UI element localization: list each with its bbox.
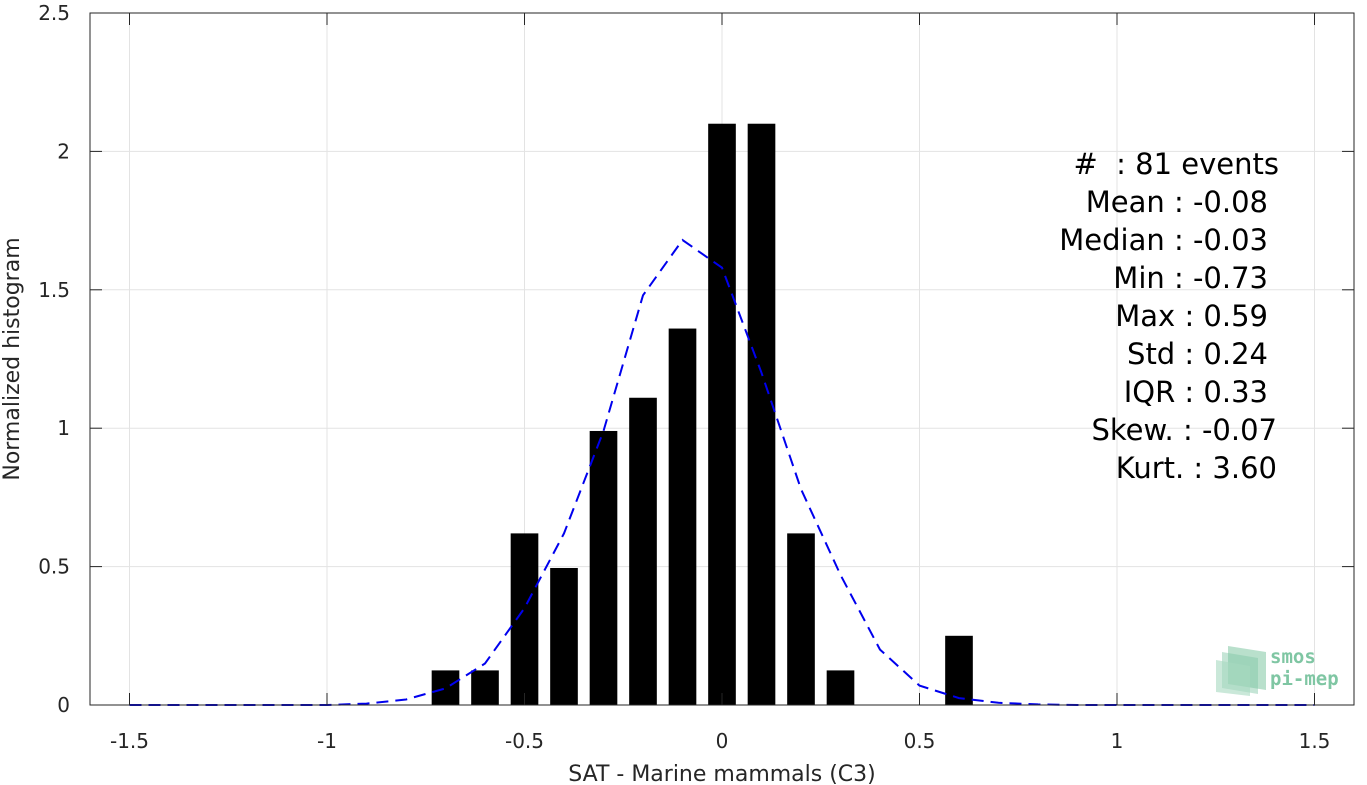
- histogram-bar: [629, 397, 657, 705]
- stat-mean: Mean : -0.08: [1085, 185, 1268, 219]
- y-tick-label: 2.5: [38, 1, 70, 25]
- y-tick-label: 1: [57, 416, 70, 440]
- histogram-bar: [589, 430, 618, 705]
- histogram-bar: [668, 328, 697, 705]
- histogram-bar: [826, 670, 855, 705]
- histogram-bar: [945, 635, 973, 705]
- x-tick-label: 1: [1111, 729, 1124, 753]
- stat-std: Std : 0.24: [1127, 337, 1268, 371]
- logo-icon: [1216, 646, 1266, 696]
- x-tick-label: -1.5: [110, 729, 149, 753]
- logo-text-smos: smos: [1270, 646, 1316, 668]
- stat-iqr: IQR : 0.33: [1123, 375, 1268, 409]
- stat-kurt: Kurt. : 3.60: [1115, 451, 1277, 485]
- y-tick-label: 2: [57, 139, 70, 163]
- histogram-bar: [708, 123, 736, 706]
- x-axis-label: SAT - Marine mammals (C3): [568, 762, 876, 785]
- histogram-bars: [431, 123, 973, 706]
- stat-max: Max : 0.59: [1115, 299, 1268, 333]
- histogram-bar: [747, 123, 776, 706]
- y-tick-label: 0: [57, 693, 70, 717]
- stat-min: Min : -0.73: [1113, 261, 1268, 295]
- histogram-bar: [510, 533, 539, 705]
- stat-events: # : 81 events: [1073, 147, 1279, 181]
- x-tick-label: 0: [716, 729, 729, 753]
- histogram-bar: [471, 670, 499, 705]
- x-tick-label: -1: [317, 729, 337, 753]
- histogram-bar: [787, 533, 815, 705]
- stat-skew: Skew. : -0.07: [1091, 413, 1277, 447]
- y-tick-labels: 0 0.5 1 1.5 2 2.5: [38, 1, 70, 717]
- x-tick-label: 0.5: [904, 729, 936, 753]
- y-tick-label: 1.5: [38, 278, 70, 302]
- y-tick-label: 0.5: [38, 555, 70, 579]
- x-tick-label: 1.5: [1299, 729, 1331, 753]
- logo-text-pi-mep: pi-mep: [1270, 668, 1339, 690]
- x-tick-label: -0.5: [505, 729, 544, 753]
- histogram-bar: [431, 670, 460, 705]
- smos-pi-mep-logo: smos pi-mep: [1214, 644, 1354, 696]
- axis-ticks: [90, 12, 1354, 706]
- stat-median: Median : -0.03: [1059, 223, 1268, 257]
- x-tick-labels: -1.5 -1 -0.5 0 0.5 1 1.5: [110, 729, 1330, 753]
- histogram-bar: [550, 567, 578, 705]
- statistics-box: # : 81 events Mean : -0.08 Median : -0.0…: [0, 0, 1279, 483]
- y-axis-label: Normalized histogram: [0, 237, 25, 480]
